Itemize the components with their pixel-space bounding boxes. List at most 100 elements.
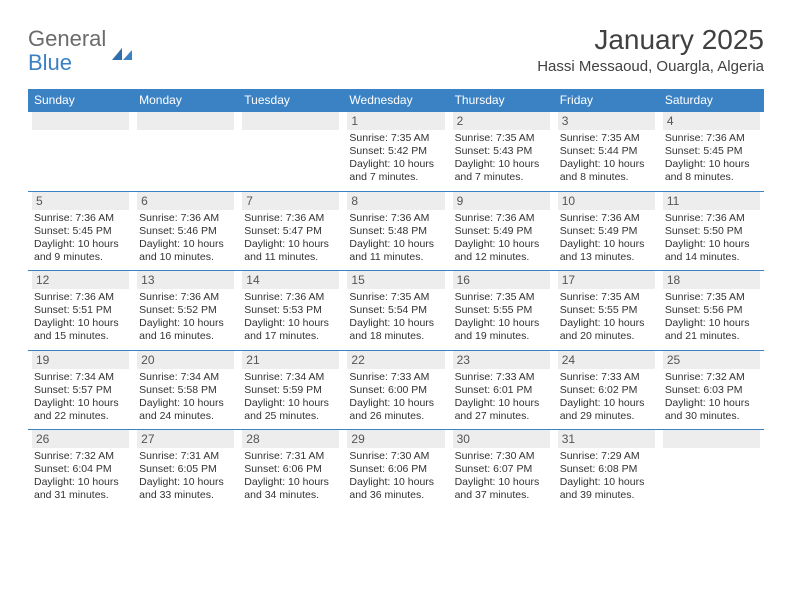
- day-number: 19: [32, 351, 129, 369]
- calendar-day-cell: [133, 112, 238, 192]
- day-number: 25: [663, 351, 760, 369]
- day-detail-text: Sunrise: 7:35 AMSunset: 5:43 PMDaylight:…: [453, 132, 550, 185]
- day-number: 17: [558, 271, 655, 289]
- location: Hassi Messaoud, Ouargla, Algeria: [537, 58, 764, 75]
- calendar-day-cell: 1 Sunrise: 7:35 AMSunset: 5:42 PMDaylight…: [343, 112, 448, 192]
- day-number: 16: [453, 271, 550, 289]
- day-number: 30: [453, 430, 550, 448]
- day-number: [32, 112, 129, 130]
- day-detail-text: Sunrise: 7:36 AMSunset: 5:45 PMDaylight:…: [32, 212, 129, 265]
- day-number: 27: [137, 430, 234, 448]
- day-header: Wednesday: [343, 89, 448, 112]
- calendar-day-cell: 27 Sunrise: 7:31 AMSunset: 6:05 PMDayligh…: [133, 430, 238, 509]
- day-detail-text: Sunrise: 7:35 AMSunset: 5:55 PMDaylight:…: [558, 291, 655, 344]
- day-detail-text: Sunrise: 7:35 AMSunset: 5:44 PMDaylight:…: [558, 132, 655, 185]
- day-header: Thursday: [449, 89, 554, 112]
- day-number: 29: [347, 430, 444, 448]
- day-detail-text: Sunrise: 7:36 AMSunset: 5:53 PMDaylight:…: [242, 291, 339, 344]
- day-detail-text: Sunrise: 7:31 AMSunset: 6:06 PMDaylight:…: [242, 450, 339, 503]
- calendar-day-cell: [28, 112, 133, 192]
- day-detail-text: Sunrise: 7:35 AMSunset: 5:55 PMDaylight:…: [453, 291, 550, 344]
- day-header: Friday: [554, 89, 659, 112]
- day-number: 13: [137, 271, 234, 289]
- logo-text-1: General: [28, 26, 106, 51]
- calendar-week-row: 1 Sunrise: 7:35 AMSunset: 5:42 PMDaylight…: [28, 112, 764, 192]
- day-number: 5: [32, 192, 129, 210]
- calendar-day-cell: 11Sunrise: 7:36 AMSunset: 5:50 PMDayligh…: [659, 191, 764, 271]
- day-detail-text: Sunrise: 7:33 AMSunset: 6:01 PMDaylight:…: [453, 371, 550, 424]
- calendar-day-cell: 6 Sunrise: 7:36 AMSunset: 5:46 PMDaylight…: [133, 191, 238, 271]
- calendar-day-cell: 17 Sunrise: 7:35 AMSunset: 5:55 PMDayligh…: [554, 271, 659, 351]
- day-number: 18: [663, 271, 760, 289]
- calendar-day-cell: [238, 112, 343, 192]
- day-number: 23: [453, 351, 550, 369]
- calendar-day-cell: 16 Sunrise: 7:35 AMSunset: 5:55 PMDayligh…: [449, 271, 554, 351]
- day-detail-text: Sunrise: 7:36 AMSunset: 5:49 PMDaylight:…: [453, 212, 550, 265]
- day-detail-text: Sunrise: 7:36 AMSunset: 5:52 PMDaylight:…: [137, 291, 234, 344]
- day-number: 24: [558, 351, 655, 369]
- calendar-day-cell: 22 Sunrise: 7:33 AMSunset: 6:00 PMDayligh…: [343, 350, 448, 430]
- day-number: 22: [347, 351, 444, 369]
- logo: General Blue: [28, 27, 134, 75]
- day-number: 1: [347, 112, 444, 130]
- calendar-day-cell: 21 Sunrise: 7:34 AMSunset: 5:59 PMDayligh…: [238, 350, 343, 430]
- day-detail-text: Sunrise: 7:29 AMSunset: 6:08 PMDaylight:…: [558, 450, 655, 503]
- calendar-day-cell: 5 Sunrise: 7:36 AMSunset: 5:45 PMDaylight…: [28, 191, 133, 271]
- calendar-day-cell: 14 Sunrise: 7:36 AMSunset: 5:53 PMDayligh…: [238, 271, 343, 351]
- calendar-table: SundayMondayTuesdayWednesdayThursdayFrid…: [28, 89, 764, 509]
- day-detail-text: Sunrise: 7:36 AMSunset: 5:48 PMDaylight:…: [347, 212, 444, 265]
- calendar-day-cell: 2Sunrise: 7:35 AMSunset: 5:43 PMDaylight…: [449, 112, 554, 192]
- calendar-day-cell: 8 Sunrise: 7:36 AMSunset: 5:48 PMDaylight…: [343, 191, 448, 271]
- calendar-day-cell: 9 Sunrise: 7:36 AMSunset: 5:49 PMDaylight…: [449, 191, 554, 271]
- calendar-week-row: 5 Sunrise: 7:36 AMSunset: 5:45 PMDaylight…: [28, 191, 764, 271]
- day-number: 8: [347, 192, 444, 210]
- day-header: Monday: [133, 89, 238, 112]
- day-number: 21: [242, 351, 339, 369]
- month-title: January 2025: [537, 24, 764, 56]
- calendar-day-cell: 12Sunrise: 7:36 AMSunset: 5:51 PMDayligh…: [28, 271, 133, 351]
- day-number: [137, 112, 234, 130]
- day-detail-text: Sunrise: 7:36 AMSunset: 5:49 PMDaylight:…: [558, 212, 655, 265]
- day-header: Sunday: [28, 89, 133, 112]
- day-detail-text: Sunrise: 7:32 AMSunset: 6:04 PMDaylight:…: [32, 450, 129, 503]
- day-number: 10: [558, 192, 655, 210]
- day-detail-text: Sunrise: 7:33 AMSunset: 6:02 PMDaylight:…: [558, 371, 655, 424]
- day-detail-text: Sunrise: 7:31 AMSunset: 6:05 PMDaylight:…: [137, 450, 234, 503]
- day-header: Saturday: [659, 89, 764, 112]
- calendar-day-cell: 28 Sunrise: 7:31 AMSunset: 6:06 PMDayligh…: [238, 430, 343, 509]
- calendar-day-cell: 20 Sunrise: 7:34 AMSunset: 5:58 PMDayligh…: [133, 350, 238, 430]
- day-number: 20: [137, 351, 234, 369]
- day-number: 31: [558, 430, 655, 448]
- day-detail-text: Sunrise: 7:35 AMSunset: 5:54 PMDaylight:…: [347, 291, 444, 344]
- calendar-day-cell: 29Sunrise: 7:30 AMSunset: 6:06 PMDayligh…: [343, 430, 448, 509]
- day-detail-text: Sunrise: 7:33 AMSunset: 6:00 PMDaylight:…: [347, 371, 444, 424]
- day-detail-text: Sunrise: 7:35 AMSunset: 5:42 PMDaylight:…: [347, 132, 444, 185]
- calendar-day-cell: 18 Sunrise: 7:35 AMSunset: 5:56 PMDayligh…: [659, 271, 764, 351]
- day-number: 14: [242, 271, 339, 289]
- calendar-day-cell: 4Sunrise: 7:36 AMSunset: 5:45 PMDaylight…: [659, 112, 764, 192]
- day-number: 6: [137, 192, 234, 210]
- day-number: 7: [242, 192, 339, 210]
- day-number: 11: [663, 192, 760, 210]
- day-detail-text: Sunrise: 7:30 AMSunset: 6:07 PMDaylight:…: [453, 450, 550, 503]
- calendar-day-cell: [659, 430, 764, 509]
- day-detail-text: Sunrise: 7:35 AMSunset: 5:56 PMDaylight:…: [663, 291, 760, 344]
- calendar-day-cell: 31 Sunrise: 7:29 AMSunset: 6:08 PMDayligh…: [554, 430, 659, 509]
- calendar-week-row: 26 Sunrise: 7:32 AMSunset: 6:04 PMDayligh…: [28, 430, 764, 509]
- calendar-day-cell: 3 Sunrise: 7:35 AMSunset: 5:44 PMDaylight…: [554, 112, 659, 192]
- calendar-day-cell: 30 Sunrise: 7:30 AMSunset: 6:07 PMDayligh…: [449, 430, 554, 509]
- calendar-day-cell: 15 Sunrise: 7:35 AMSunset: 5:54 PMDayligh…: [343, 271, 448, 351]
- day-number: 28: [242, 430, 339, 448]
- day-detail-text: Sunrise: 7:36 AMSunset: 5:46 PMDaylight:…: [137, 212, 234, 265]
- day-detail-text: Sunrise: 7:36 AMSunset: 5:47 PMDaylight:…: [242, 212, 339, 265]
- day-detail-text: Sunrise: 7:34 AMSunset: 5:59 PMDaylight:…: [242, 371, 339, 424]
- day-number: 3: [558, 112, 655, 130]
- day-detail-text: Sunrise: 7:34 AMSunset: 5:58 PMDaylight:…: [137, 371, 234, 424]
- day-number: 9: [453, 192, 550, 210]
- day-number: 12: [32, 271, 129, 289]
- day-detail-text: Sunrise: 7:34 AMSunset: 5:57 PMDaylight:…: [32, 371, 129, 424]
- day-number: 26: [32, 430, 129, 448]
- day-number: 15: [347, 271, 444, 289]
- day-number: [242, 112, 339, 130]
- calendar-day-cell: 7 Sunrise: 7:36 AMSunset: 5:47 PMDaylight…: [238, 191, 343, 271]
